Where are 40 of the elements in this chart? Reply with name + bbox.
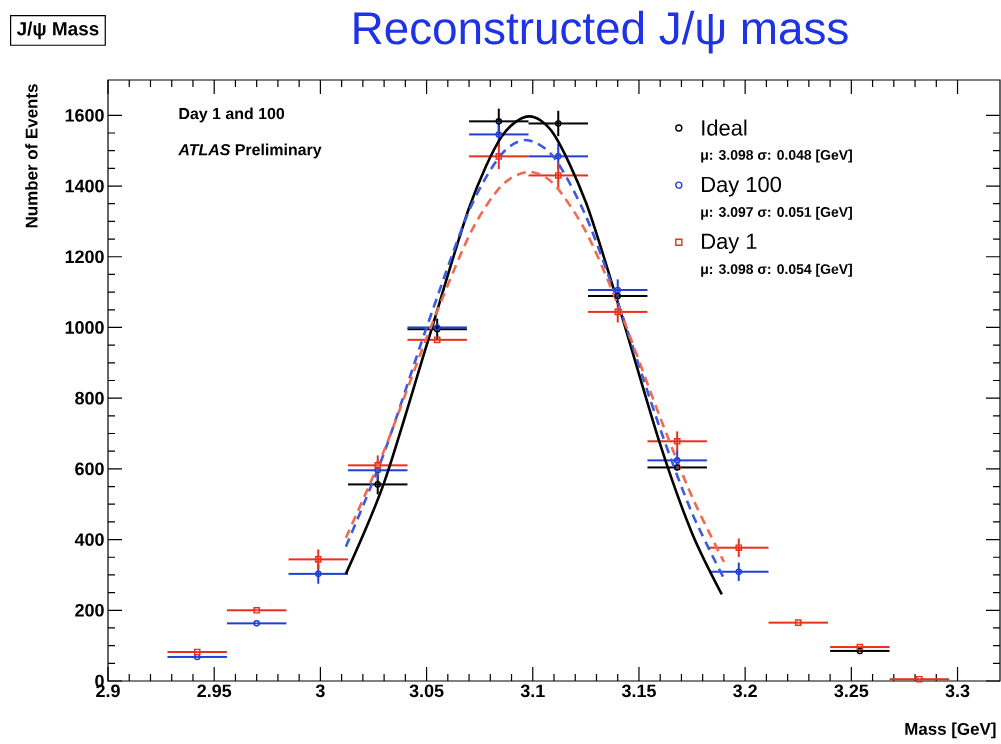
y-tick-label: 1600 <box>65 108 104 122</box>
annotation: μ: 3.097 σ: 0.051 [GeV] <box>701 206 852 220</box>
legend-label: Day 100 <box>702 176 781 197</box>
annotation: μ: 3.098 σ: 0.048 [GeV] <box>701 149 852 163</box>
y-tick-label: 1000 <box>65 321 104 334</box>
y-tick-label: 400 <box>74 533 104 546</box>
x-tick-label: 3.25 <box>834 684 869 698</box>
text: J/ψ Mass <box>16 21 99 40</box>
y-tick-label: 200 <box>75 603 104 617</box>
x-tick-label: 2.95 <box>197 684 232 698</box>
x-tick-label: 3.15 <box>621 684 656 698</box>
y-tick-label: 600 <box>75 462 104 476</box>
point <box>193 648 201 656</box>
legend-label: Ideal <box>702 119 747 136</box>
y-tick-label: 800 <box>75 391 104 405</box>
annotation: Day 1 and 100 <box>179 107 285 123</box>
y-axis-title: Number of Events <box>25 84 38 228</box>
legend-label: Day 1 <box>702 233 757 254</box>
point <box>253 606 260 614</box>
point <box>794 619 802 626</box>
point <box>916 675 923 683</box>
point <box>673 437 681 445</box>
chart-title: Reconstructed J/ψ mass <box>354 10 848 54</box>
point <box>614 308 622 316</box>
x-tick-label: 3 <box>315 684 325 698</box>
point <box>856 643 864 651</box>
x-tick-label: 3.1 <box>520 684 545 698</box>
y-tick-label: 1200 <box>65 250 104 264</box>
point <box>495 153 503 160</box>
point <box>314 556 322 563</box>
y-tick-label: 1400 <box>65 179 104 193</box>
point <box>735 544 743 551</box>
x-tick-label: 3.3 <box>945 684 970 698</box>
annotation: μ: 3.098 σ: 0.054 [GeV] <box>701 263 852 277</box>
point <box>554 172 562 179</box>
point <box>433 336 441 344</box>
annotation: ATLAS Preliminary <box>178 143 322 159</box>
x-axis-title: Mass [GeV] <box>905 722 996 739</box>
x-tick-label: 3.2 <box>733 684 757 698</box>
x-tick-label: 3.05 <box>409 684 444 698</box>
